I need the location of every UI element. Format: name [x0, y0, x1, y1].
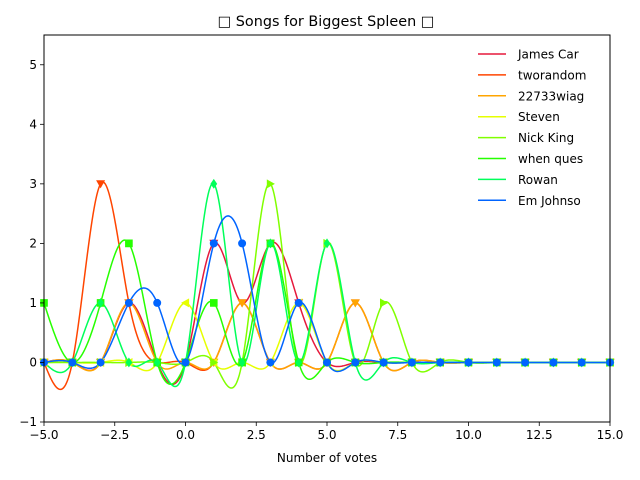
data-point: [407, 358, 416, 367]
data-point: [267, 238, 274, 249]
legend-label: Steven: [518, 110, 560, 124]
legend-label: 22733wiag: [518, 89, 584, 103]
legend-label: Nick King: [518, 131, 574, 145]
data-point: [210, 357, 219, 367]
data-point: [96, 180, 106, 189]
data-point: [464, 358, 473, 367]
x-tick-label: 5.0: [317, 428, 336, 442]
x-tick-label: 2.5: [247, 428, 266, 442]
data-point: [492, 358, 501, 367]
data-point: [266, 358, 275, 367]
legend-label: Em Johnso: [518, 194, 581, 208]
legend-label: tworandom: [518, 68, 586, 82]
legend-label: when ques: [518, 152, 583, 166]
data-point: [266, 179, 275, 189]
data-point: [436, 358, 445, 367]
x-tick-label: 15.0: [597, 428, 624, 442]
data-point: [124, 298, 133, 307]
x-tick-label: 7.5: [388, 428, 407, 442]
data-point: [295, 357, 303, 368]
data-point: [351, 358, 360, 367]
data-point: [577, 358, 586, 367]
y-tick-label: 1: [29, 296, 37, 310]
data-point: [125, 239, 133, 248]
data-point: [181, 298, 190, 308]
x-axis: −5.0 −2.5 0.0 2.5 5.0 7.5 10.0 12.5 15.0: [29, 422, 623, 442]
y-tick-label: 3: [29, 177, 37, 191]
x-tick-label: 12.5: [526, 428, 553, 442]
data-point: [380, 298, 389, 308]
data-point: [209, 239, 218, 248]
legend: James Car tworandom 22733wiag Steven Nick Ki…: [478, 48, 586, 208]
data-point: [521, 358, 530, 367]
data-point: [549, 358, 558, 367]
y-tick-label: 0: [29, 355, 37, 369]
y-tick-label: 4: [29, 117, 37, 131]
legend-label: James Car: [517, 48, 579, 62]
data-point: [153, 357, 161, 368]
x-tick-label: 0.0: [176, 428, 195, 442]
x-axis-label: Number of votes: [277, 451, 377, 465]
data-point: [323, 358, 331, 367]
marker-layer: [39, 178, 615, 368]
x-tick-label: −5.0: [29, 428, 58, 442]
y-tick-label: 2: [29, 236, 37, 250]
data-point: [209, 299, 218, 307]
data-point: [379, 358, 388, 367]
data-point: [96, 358, 105, 367]
x-tick-label: 10.0: [455, 428, 482, 442]
data-point: [294, 298, 303, 307]
data-point: [68, 358, 77, 367]
data-point: [125, 357, 133, 368]
data-point: [181, 358, 190, 367]
data-point: [153, 298, 162, 307]
data-point: [350, 299, 360, 308]
data-point: [238, 357, 246, 368]
y-axis: −1 0 1 2 3 4 5: [19, 58, 44, 429]
legend-label: Rowan: [518, 173, 558, 187]
y-tick-label: 5: [29, 58, 37, 72]
data-point: [323, 238, 331, 249]
data-point: [97, 297, 104, 308]
x-tick-label: −2.5: [100, 428, 129, 442]
chart-title: □ Songs for Biggest Spleen □: [218, 14, 435, 30]
data-point: [210, 178, 218, 189]
y-tick-label: −1: [19, 415, 37, 429]
data-point: [238, 239, 247, 248]
data-point: [237, 299, 247, 308]
